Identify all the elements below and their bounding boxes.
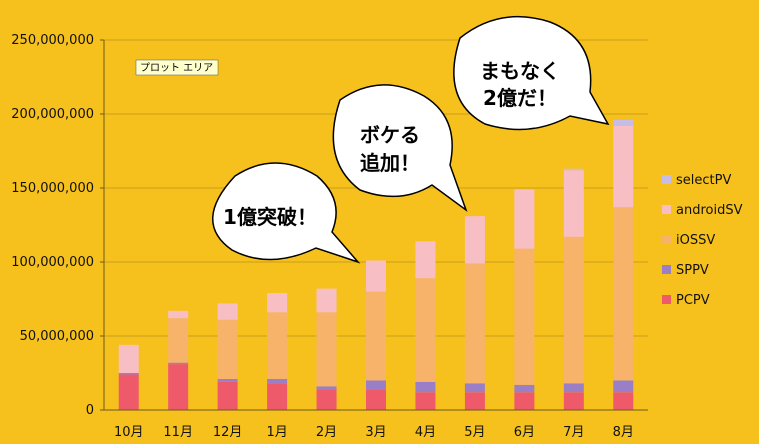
bubble-3-line-2: 2億だ！ (483, 86, 557, 110)
bar-segment-iOSSV (415, 278, 436, 382)
bar-segment-androidSV (168, 310, 189, 319)
bar-segment-SPPV (514, 384, 535, 393)
bar-segment-iOSSV (514, 248, 535, 385)
speech-bubble-2: ボケる 追加！ (332, 84, 468, 213)
y-tick-label: 250,000,000 (11, 33, 94, 48)
bar-segment-SPPV (613, 380, 634, 393)
y-tick-label: 200,000,000 (11, 107, 94, 122)
bar-segment-PCPV (267, 383, 288, 410)
x-tick-label: 5月 (464, 425, 485, 440)
bar-segment-androidSV (267, 293, 288, 313)
x-tick-label: 11月 (163, 425, 193, 440)
bar-segment-PCPV (514, 392, 535, 410)
bar-segment-PCPV (168, 364, 189, 410)
bar-segment-SPPV (366, 380, 386, 390)
bar-segment-androidSV (514, 189, 535, 249)
tooltip-label: プロット エリア (140, 62, 213, 74)
bar-segment-PCPV (613, 392, 634, 410)
x-tick-label: 12月 (213, 425, 243, 440)
bar-segment-androidSV (118, 344, 139, 373)
x-tick-label: 8月 (613, 425, 634, 440)
bar-segment-iOSSV (217, 319, 238, 379)
legend-label-selectPV: selectPV (676, 173, 731, 188)
bar-segment-PCPV (118, 374, 139, 410)
bubble-1-text: 1億突破！ (223, 205, 317, 229)
bar-segment-SPPV (168, 362, 189, 365)
legend-label-androidSV: androidSV (676, 203, 743, 218)
bar-segment-SPPV (464, 383, 485, 393)
bar-segment-PCPV (415, 392, 436, 410)
bar-segment-iOSSV (316, 312, 337, 387)
legend-swatch-selectPV (662, 175, 671, 184)
legend-swatch-androidSV (662, 205, 671, 214)
plot-area-tooltip: プロット エリア (135, 59, 219, 76)
speech-bubble-3: まもなく 2億だ！ (453, 15, 610, 131)
bar-segment-androidSV (613, 125, 634, 208)
bubble-2-line-2: 追加！ (360, 151, 420, 175)
x-tick-label: 6月 (514, 425, 535, 440)
y-tick-label: 100,000,000 (11, 255, 94, 270)
bar-segment-PCPV (316, 389, 337, 410)
y-tick-label: 50,000,000 (20, 329, 94, 344)
bar-segment-SPPV (415, 381, 436, 393)
bar-segment-iOSSV (267, 312, 288, 379)
x-axis-ticks: 10月 11月 12月 1月 2月 3月 4月 5月 6月 7月 8月 (114, 425, 634, 440)
bars (118, 119, 634, 410)
bar-segment-SPPV (563, 383, 584, 393)
bar-segment-SPPV (316, 386, 337, 390)
legend-swatch-PCPV (662, 295, 671, 304)
bar-segment-androidSV (464, 216, 485, 264)
legend-label-SPPV: SPPV (676, 263, 709, 278)
bar-segment-selectPV (563, 168, 584, 171)
legend-label-PCPV: PCPV (676, 293, 710, 308)
bar-segment-PCPV (366, 389, 386, 410)
bar-segment-iOSSV (613, 207, 634, 381)
bar-segment-androidSV (415, 241, 436, 279)
bar-segment-PCPV (217, 381, 238, 410)
x-tick-label: 7月 (563, 425, 584, 440)
bubble-3-line-1: まもなく (480, 59, 560, 83)
bar-segment-iOSSV (563, 236, 584, 384)
bar-segment-androidSV (217, 303, 238, 320)
x-tick-label: 1月 (266, 425, 287, 440)
legend-swatch-SPPV (662, 265, 671, 274)
bar-segment-androidSV (316, 288, 337, 313)
y-tick-label: 0 (86, 403, 94, 418)
bar-segment-iOSSV (464, 263, 485, 384)
legend-label-iOSSV: iOSSV (676, 233, 715, 248)
bar-segment-SPPV (267, 378, 288, 384)
bar-segment-PCPV (464, 392, 485, 410)
bar-segment-selectPV (613, 119, 634, 126)
bar-segment-androidSV (366, 260, 386, 292)
legend-swatch-iOSSV (662, 235, 671, 244)
x-tick-label: 2月 (316, 425, 337, 440)
bar-segment-iOSSV (366, 291, 386, 381)
axes (103, 40, 648, 411)
bubble-2-line-1: ボケる (360, 123, 420, 147)
bar-segment-iOSSV (168, 318, 189, 363)
x-tick-label: 4月 (415, 425, 436, 440)
speech-bubble-1: 1億突破！ (212, 162, 361, 264)
bar-segment-PCPV (563, 392, 584, 410)
y-tick-label: 150,000,000 (11, 181, 94, 196)
bar-segment-androidSV (563, 170, 584, 237)
x-tick-label: 10月 (114, 425, 144, 440)
x-tick-label: 3月 (365, 425, 386, 440)
bar-segment-SPPV (118, 373, 139, 375)
bar-segment-SPPV (217, 378, 238, 382)
legend: selectPV androidSV iOSSV SPPV PCPV (662, 173, 743, 308)
y-axis-ticks: 0 50,000,000 100,000,000 150,000,000 200,000… (11, 33, 104, 418)
